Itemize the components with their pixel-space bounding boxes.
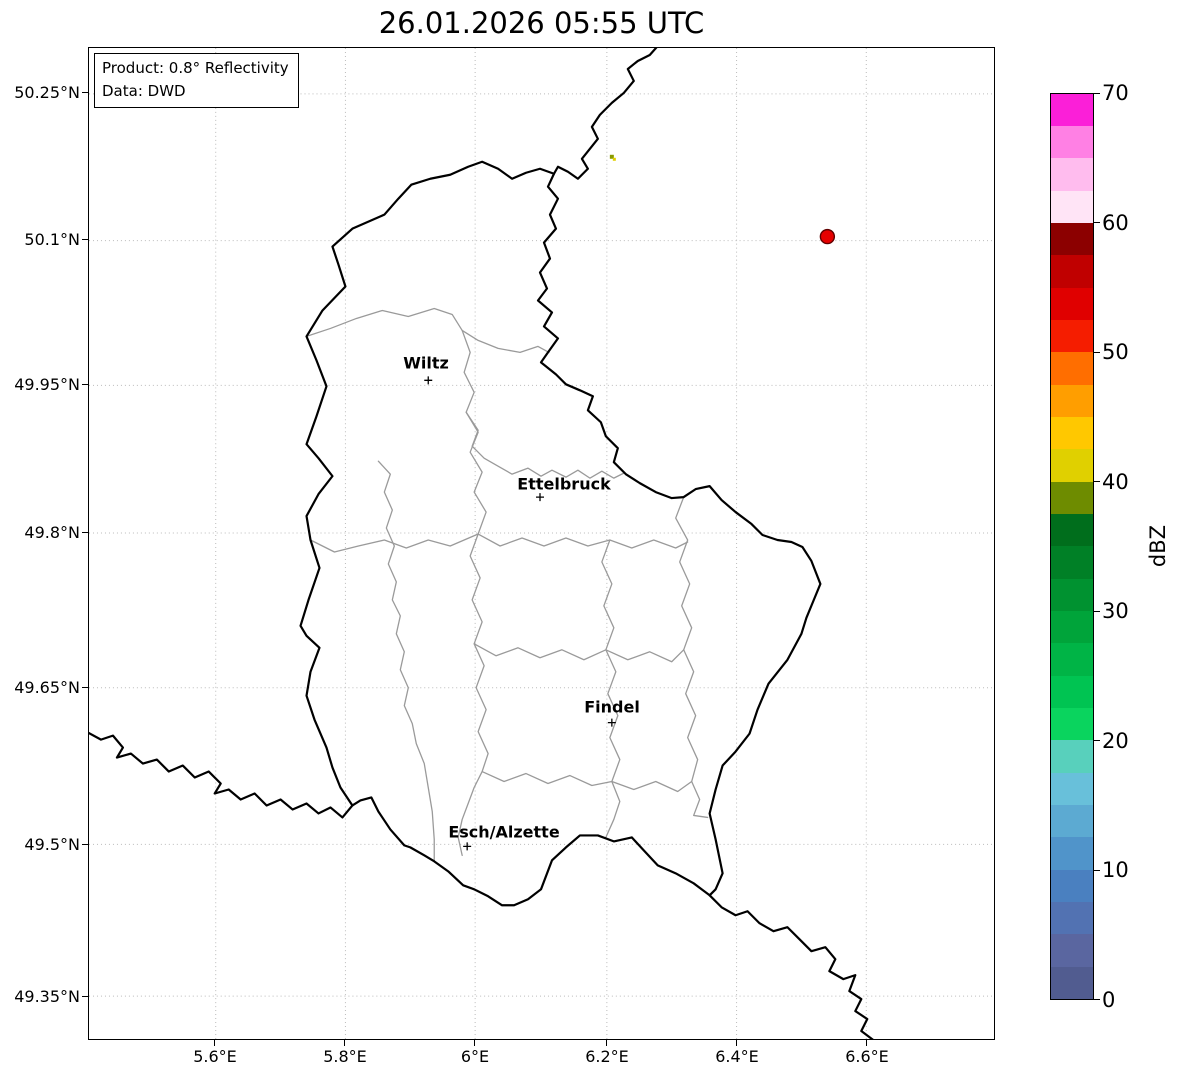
city-label-findel: Findel <box>584 697 640 717</box>
colorbar-segment <box>1051 708 1093 741</box>
x-tick-mark <box>866 1040 868 1046</box>
y-tick-mark <box>82 92 88 94</box>
colorbar-tick-mark <box>1094 611 1100 613</box>
radar-echo-speck-2 <box>612 157 616 161</box>
x-tick-mark <box>474 1040 476 1046</box>
colorbar-tick-mark <box>1094 999 1100 1001</box>
colorbar-segment <box>1051 384 1093 418</box>
colorbar-tick-mark <box>1094 352 1100 354</box>
colorbar-segment <box>1051 126 1093 159</box>
city-label-wiltz: Wiltz <box>403 353 449 373</box>
city-label-esch-alzette: Esch/Alzette <box>448 822 560 842</box>
colorbar-tick-label-30: 30 <box>1102 599 1129 623</box>
colorbar-tick-mark <box>1094 481 1100 483</box>
gridlines <box>89 48 994 1039</box>
y-tick-label-3: 49.8°N <box>24 523 80 542</box>
colorbar-segment <box>1051 966 1093 999</box>
colorbar-segment <box>1051 255 1093 288</box>
x-tick-mark <box>606 1040 608 1046</box>
colorbar-segment <box>1051 352 1093 385</box>
colorbar-segment <box>1051 449 1093 482</box>
colorbar-segment <box>1051 578 1093 612</box>
x-tick-label-1: 5.8°E <box>323 1047 367 1066</box>
radar-echoes <box>609 154 836 245</box>
colorbar-segment <box>1051 320 1093 353</box>
country-borders <box>89 48 874 1039</box>
y-tick-label-6: 49.35°N <box>14 987 80 1006</box>
y-tick-label-4: 49.65°N <box>14 678 80 697</box>
colorbar-tick-mark <box>1094 222 1100 224</box>
moselle-border-southeast <box>708 894 874 1039</box>
y-tick-mark <box>82 239 88 241</box>
x-tick-label-4: 6.4°E <box>715 1047 759 1066</box>
colorbar-segment <box>1051 611 1093 644</box>
colorbar-segment <box>1051 902 1093 935</box>
colorbar-tick-label-20: 20 <box>1102 729 1129 753</box>
colorbar-segment <box>1051 223 1093 256</box>
y-tick-mark <box>82 844 88 846</box>
info-box: Product: 0.8° Reflectivity Data: DWD <box>94 53 299 108</box>
colorbar-tick-label-60: 60 <box>1102 211 1129 235</box>
colorbar-tick-mark <box>1094 93 1100 95</box>
colorbar-segment <box>1051 158 1093 191</box>
colorbar-tick-mark <box>1094 870 1100 872</box>
y-tick-mark <box>82 996 88 998</box>
map-canvas <box>89 48 994 1039</box>
info-box-source: Data: DWD <box>102 81 186 100</box>
colorbar-tick-label-10: 10 <box>1102 858 1129 882</box>
france-belgium-border <box>89 731 354 819</box>
x-tick-label-3: 6.2°E <box>585 1047 629 1066</box>
colorbar-segment <box>1051 481 1093 515</box>
y-tick-label-0: 50.25°N <box>14 83 80 102</box>
y-tick-mark <box>82 687 88 689</box>
city-markers <box>424 376 616 851</box>
colorbar-segment <box>1051 190 1093 224</box>
colorbar-segment <box>1051 514 1093 547</box>
colorbar-tick-label-0: 0 <box>1102 988 1116 1012</box>
esch-alzette-marker <box>463 842 472 851</box>
y-tick-mark <box>82 384 88 386</box>
luxembourg-border <box>299 160 822 907</box>
colorbar-segment <box>1051 772 1093 806</box>
wiltz-marker <box>424 376 433 385</box>
colorbar-segment <box>1051 287 1093 321</box>
colorbar-segment <box>1051 643 1093 676</box>
city-label-ettelbruck: Ettelbruck <box>517 474 611 494</box>
colorbar-segment <box>1051 740 1093 773</box>
ettelbruck-marker <box>536 493 544 502</box>
y-tick-label-2: 49.95°N <box>14 375 80 394</box>
district-borders <box>305 307 709 862</box>
colorbar-tick-label-70: 70 <box>1102 81 1129 105</box>
colorbar-segment <box>1051 417 1093 450</box>
colorbar-segment <box>1051 805 1093 838</box>
info-box-product: Product: 0.8° Reflectivity <box>102 59 289 77</box>
colorbar-segment <box>1051 546 1093 579</box>
y-tick-label-1: 50.1°N <box>24 230 80 249</box>
colorbar-gradient <box>1050 93 1094 1000</box>
x-tick-label-2: 6°E <box>460 1047 490 1066</box>
colorbar-segment <box>1051 675 1093 709</box>
x-tick-mark <box>344 1040 346 1046</box>
colorbar-tick-mark <box>1094 740 1100 742</box>
radar-echo-speck-1 <box>609 154 614 159</box>
colorbar-segment <box>1051 837 1093 870</box>
radar-echo-dot <box>819 228 836 245</box>
map-plot-area: Product: 0.8° Reflectivity Data: DWD Wil… <box>88 47 995 1040</box>
findel-marker <box>607 718 616 727</box>
x-tick-label-5: 6.6°E <box>845 1047 889 1066</box>
colorbar-segment <box>1051 934 1093 967</box>
plot-title: 26.01.2026 05:55 UTC <box>378 6 705 40</box>
x-tick-mark <box>214 1040 216 1046</box>
german-border-north <box>552 48 658 180</box>
colorbar-tick-label-50: 50 <box>1102 340 1129 364</box>
y-tick-mark <box>82 532 88 534</box>
x-tick-mark <box>736 1040 738 1046</box>
colorbar-segment <box>1051 94 1093 127</box>
colorbar-axis-label: dBZ <box>1146 524 1170 568</box>
colorbar-segment <box>1051 869 1093 903</box>
x-tick-label-0: 5.6°E <box>193 1047 237 1066</box>
colorbar-tick-label-40: 40 <box>1102 470 1129 494</box>
y-tick-label-5: 49.5°N <box>24 835 80 854</box>
